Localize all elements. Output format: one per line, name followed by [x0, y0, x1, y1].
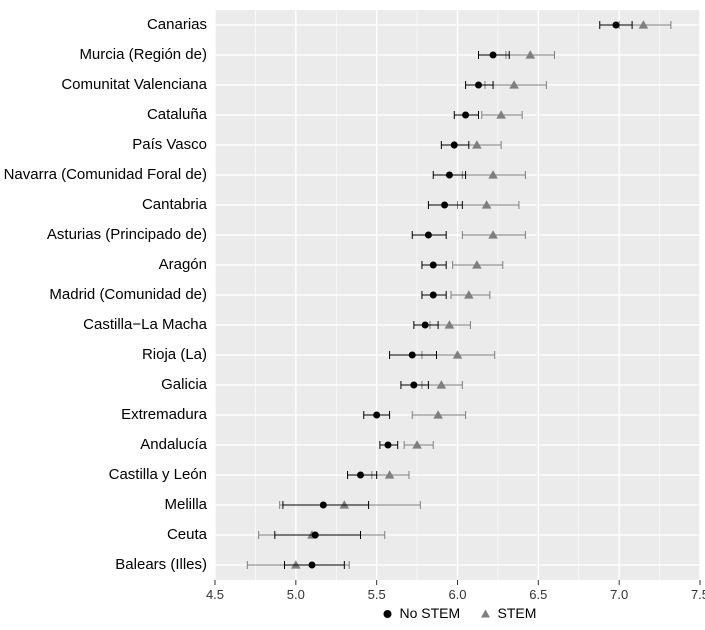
y-category-label: Canarias: [147, 16, 207, 33]
y-category-label: Cataluña: [147, 106, 208, 123]
x-tick-label: 6.5: [529, 587, 547, 602]
y-category-label: Ceuta: [167, 526, 208, 543]
y-category-label: Melilla: [164, 496, 207, 513]
marker-circle: [410, 382, 417, 389]
marker-circle: [475, 82, 482, 89]
x-tick-label: 5.0: [287, 587, 305, 602]
marker-circle: [373, 412, 380, 419]
legend-label-stem: STEM: [498, 605, 537, 621]
x-tick-label: 7.5: [691, 587, 705, 602]
marker-circle: [441, 202, 448, 209]
x-tick-label: 7.0: [610, 587, 628, 602]
y-category-label: Cantabria: [142, 196, 208, 213]
marker-circle: [384, 442, 391, 449]
marker-circle: [430, 262, 437, 269]
marker-circle: [446, 172, 453, 179]
y-category-label: Madrid (Comunidad de): [49, 286, 207, 303]
marker-circle: [320, 502, 327, 509]
dot-errorbar-chart: 4.5 5.0 5.5 6.0 6.5 7.0 7.5 Canarias Murcia (Reg…: [0, 0, 705, 630]
marker-circle: [451, 142, 458, 149]
y-category-label: Extremadura: [121, 406, 208, 423]
marker-circle: [422, 322, 429, 329]
marker-circle: [425, 232, 432, 239]
marker-circle: [409, 352, 416, 359]
y-category-label: Galicia: [161, 376, 208, 393]
legend-label-no-stem: No STEM: [400, 605, 461, 621]
x-tick-label: 6.0: [448, 587, 466, 602]
legend-marker-circle: [384, 610, 392, 618]
marker-circle: [309, 562, 316, 569]
y-category-label: Asturias (Principado de): [47, 226, 207, 243]
chart-svg: 4.5 5.0 5.5 6.0 6.5 7.0 7.5 Canarias Murcia (Reg…: [0, 0, 705, 630]
y-category-label: Castilla y León: [109, 466, 207, 483]
x-tick-label: 4.5: [206, 587, 224, 602]
y-category-label: Balears (Illes): [115, 556, 207, 573]
marker-circle: [612, 22, 619, 29]
marker-circle: [490, 52, 497, 59]
y-category-label: País Vasco: [132, 136, 207, 153]
y-category-label: Aragón: [159, 256, 207, 273]
y-category-label: Rioja (La): [142, 346, 207, 363]
y-category-label: Comunitat Valenciana: [61, 76, 207, 93]
x-tick-label: 5.5: [368, 587, 386, 602]
marker-circle: [462, 112, 469, 119]
marker-circle: [312, 532, 319, 539]
marker-circle: [357, 472, 364, 479]
marker-circle: [430, 292, 437, 299]
y-category-label: Castilla−La Macha: [83, 316, 207, 333]
legend-marker-triangle: [481, 610, 490, 618]
y-category-label: Andalucía: [140, 436, 207, 453]
y-category-label: Murcia (Región de): [79, 46, 207, 63]
y-category-label: Navarra (Comunidad Foral de): [4, 166, 207, 183]
